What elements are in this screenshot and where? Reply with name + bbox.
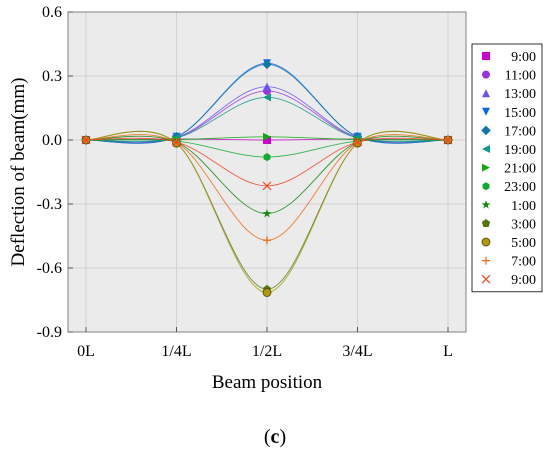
y-axis-label: Deflection of beam(mm): [8, 78, 29, 267]
legend-marker: [481, 219, 491, 227]
legend-label: 5:00: [511, 236, 536, 251]
data-point: [262, 59, 272, 70]
legend-marker: [482, 163, 490, 172]
data-point: [263, 82, 271, 91]
x-tick-label: 3/4L: [342, 343, 372, 360]
data-point: [172, 137, 181, 147]
x-axis-label: Beam position: [212, 372, 323, 393]
legend-marker: [482, 256, 490, 265]
data-point: [263, 132, 271, 141]
legend-label: 19:00: [504, 143, 536, 158]
legend-label: 11:00: [505, 69, 536, 84]
legend-label: 7:00: [511, 255, 536, 270]
legend-label: 9:00: [511, 273, 536, 288]
panel-label-close: ): [279, 426, 287, 448]
axes: 0.6 0.3 0.0 -0.3 -0.6 -0.9 0L 1/4L 1/2L 3/4L L: [37, 4, 467, 360]
y-tick-label: -0.6: [37, 260, 62, 277]
legend-marker: [481, 274, 491, 284]
legend-marker: [481, 237, 491, 247]
data-point: [262, 288, 272, 297]
x-tick-label: 1/2L: [252, 343, 282, 360]
panel-label-letter: c: [270, 426, 280, 448]
data-point: [262, 208, 272, 218]
legend-marker: [482, 145, 490, 153]
legend-marker: [482, 182, 490, 191]
legend-label: 1:00: [511, 199, 536, 214]
data-point: [263, 236, 271, 245]
legend-marker: [481, 125, 491, 136]
legend-marker: [482, 52, 490, 60]
x-tick-label: L: [443, 343, 453, 360]
y-tick-label: -0.3: [37, 196, 62, 213]
data-point: [443, 135, 453, 145]
legend-label: 3:00: [511, 217, 536, 232]
legend-label: 13:00: [504, 87, 536, 102]
panel-label: (c): [0, 426, 550, 449]
y-tick-label: -0.9: [37, 324, 62, 341]
x-tick-label: 1/4L: [161, 343, 191, 360]
legend-marker: [482, 107, 490, 116]
legend-label: 17:00: [504, 124, 536, 139]
legend-marker: [482, 70, 490, 79]
data-point: [263, 93, 271, 102]
data-point: [263, 136, 271, 144]
data-point: [81, 135, 91, 145]
legend-marker: [481, 200, 491, 209]
y-tick-label: 0.0: [42, 132, 62, 149]
data-point: [353, 137, 362, 147]
panel-label-open: (: [263, 426, 271, 448]
legend-label: 21:00: [504, 162, 536, 177]
data-point: [263, 153, 271, 162]
series-markers: [81, 59, 453, 297]
legend-label: 15:00: [504, 106, 536, 121]
legend: 9:00 11:00 13:00 15:00 17:00 19:00 21:00 23:00 1…: [471, 43, 543, 293]
legend-label: 23:00: [504, 180, 536, 195]
deflection-chart: 0.6 0.3 0.0 -0.3 -0.6 -0.9 0L 1/4L 1/2L 3/4L L Def…: [8, 4, 543, 393]
data-point: [262, 181, 272, 191]
x-tick-label: 0L: [77, 343, 95, 360]
legend-label: 9:00: [511, 50, 536, 65]
y-tick-label: 0.3: [42, 68, 62, 85]
y-tick-label: 0.6: [42, 4, 62, 21]
legend-marker: [482, 89, 490, 98]
